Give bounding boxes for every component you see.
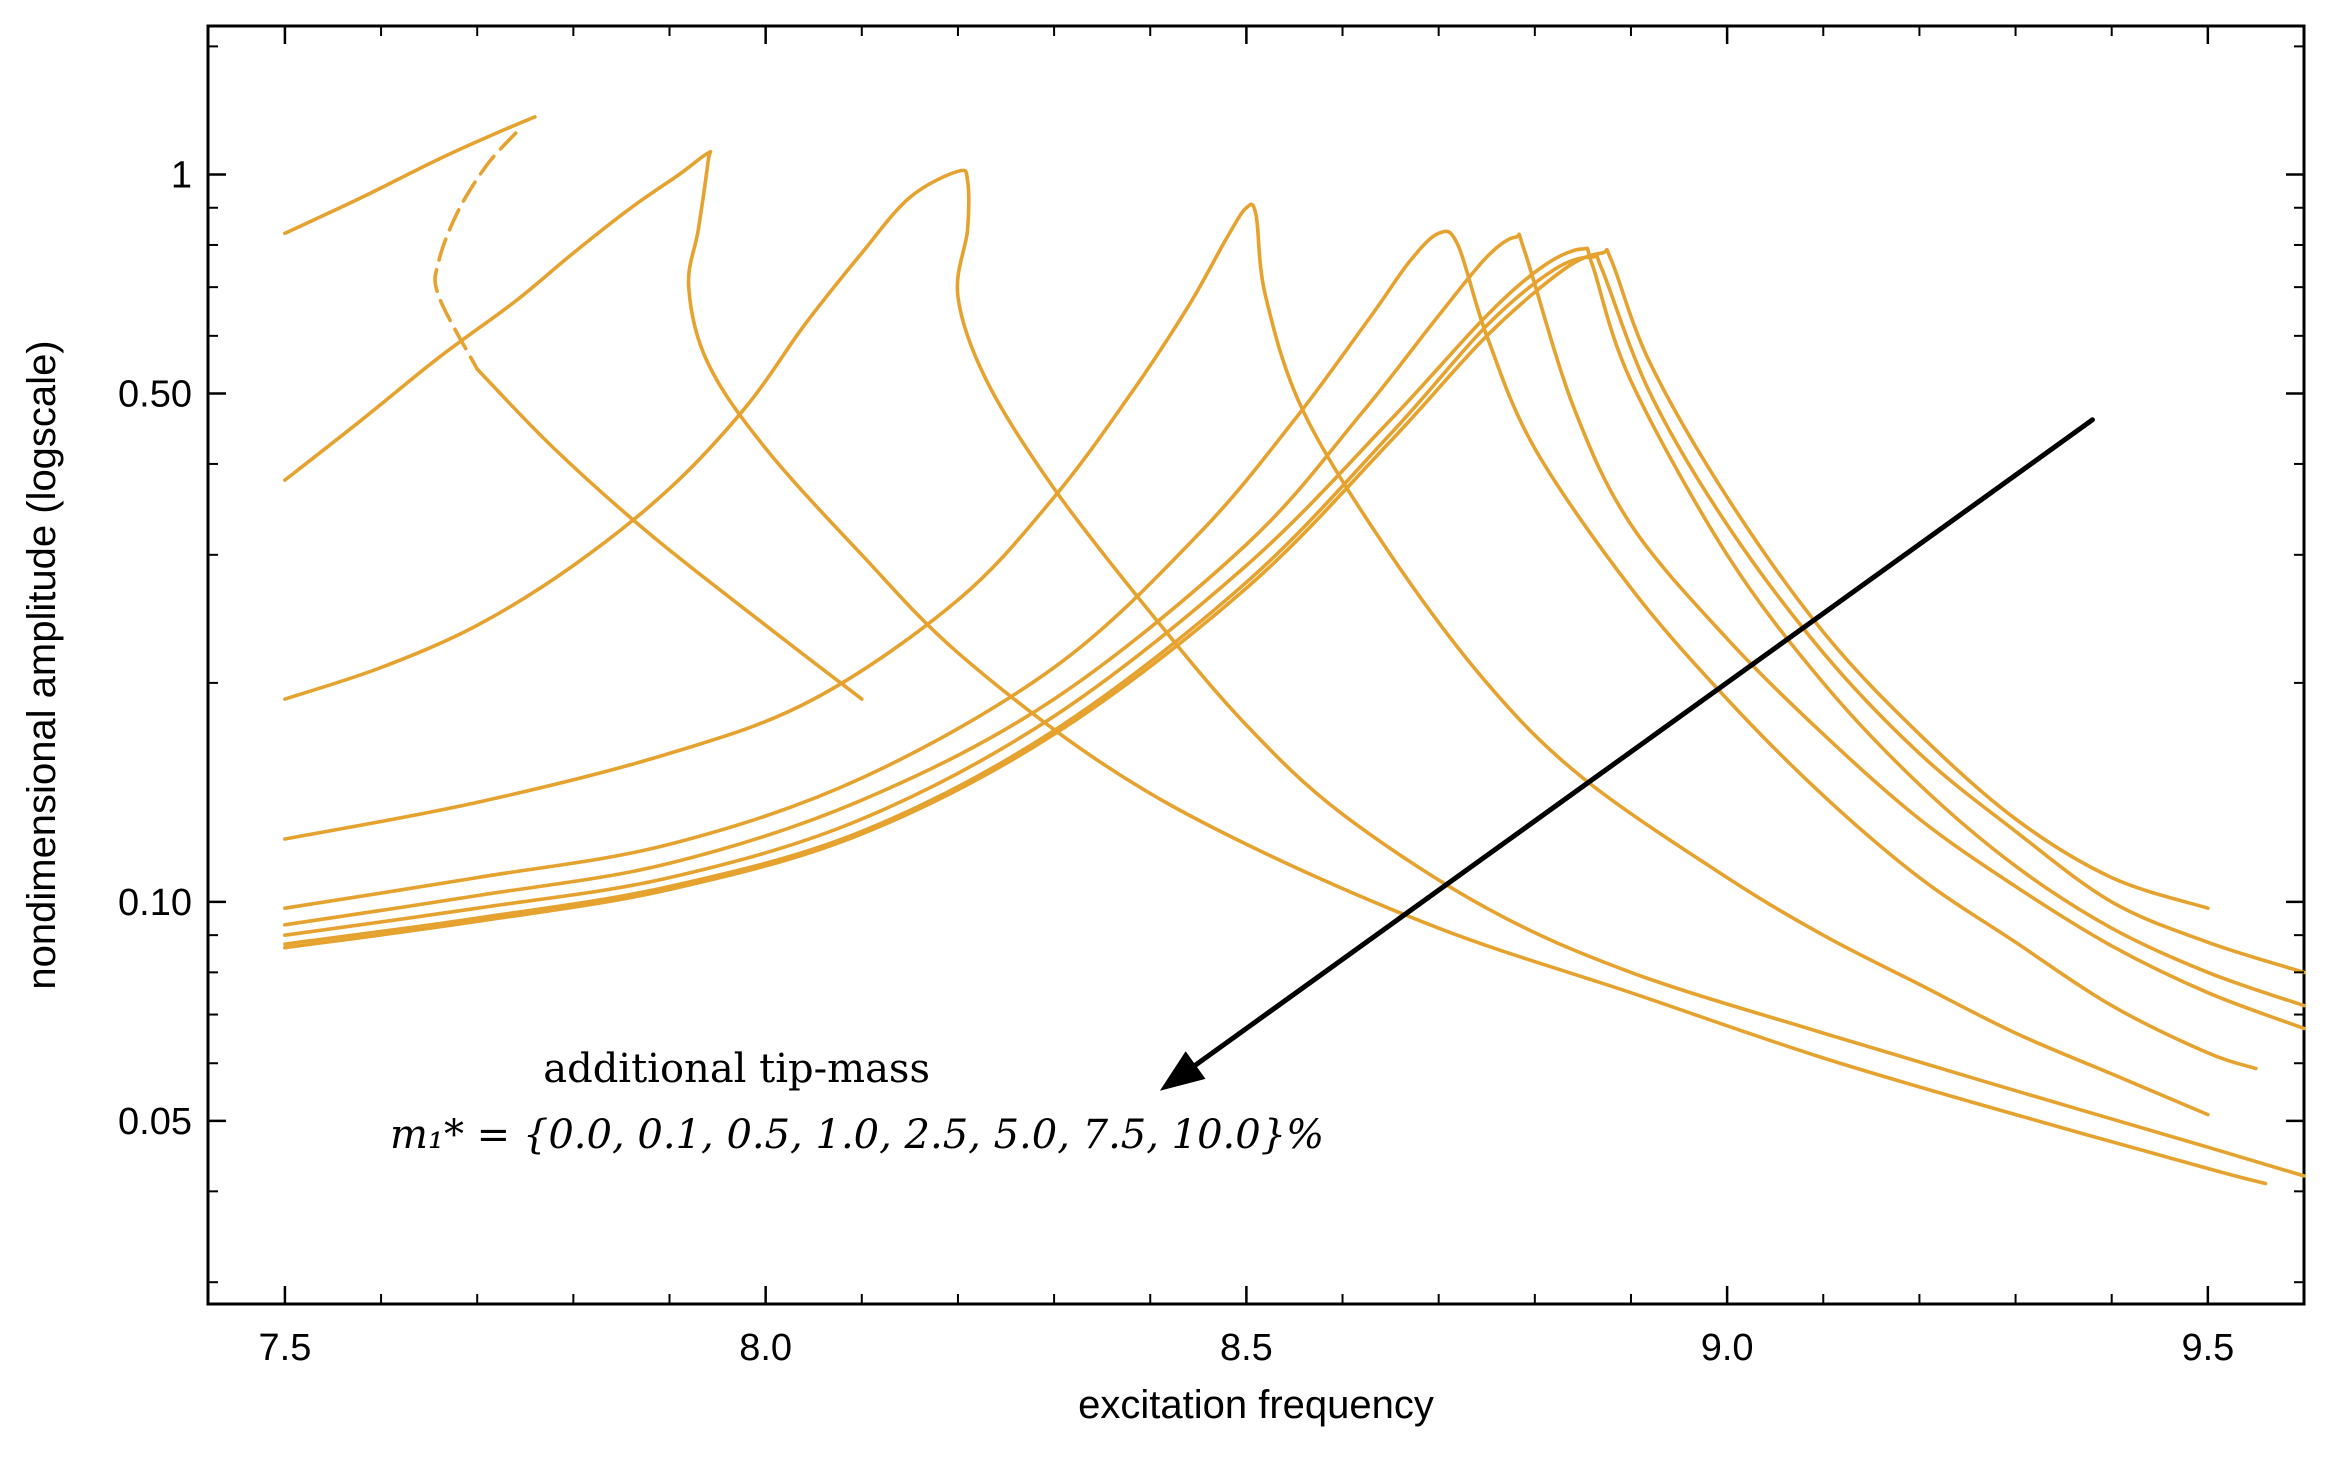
x-tick-label: 8.0 xyxy=(739,1327,792,1369)
x-axis-ticks: 7.5 8.0 8.5 9.0 9.5 xyxy=(259,26,2305,1369)
x-tick-label: 9.5 xyxy=(2181,1327,2234,1369)
annotation-line-1: additional tip-mass xyxy=(543,1046,930,1092)
y-tick-label: 1 xyxy=(171,154,192,196)
series-line-2 xyxy=(283,246,2306,1008)
series-line-6 xyxy=(283,168,2306,1178)
curves-group xyxy=(283,115,2306,1186)
extra-branch-lower-line xyxy=(475,367,864,701)
arrow-shaft xyxy=(1193,417,2095,1068)
extra-branch-upper-line xyxy=(283,115,537,236)
series-line-7 xyxy=(283,149,2268,1186)
annotation-line-2: m₁* = {0.0, 0.1, 0.5, 1.0, 2.5, 5.0, 7.5… xyxy=(390,1112,1324,1158)
extra-branch-unstable-line xyxy=(433,131,518,371)
x-tick-label: 8.5 xyxy=(1220,1327,1273,1369)
y-axis-label: nondimensional amplitude (logscale) xyxy=(20,340,64,989)
x-tick-label: 9.0 xyxy=(1701,1327,1754,1369)
x-tick-label: 7.5 xyxy=(259,1327,312,1369)
series-line-1 xyxy=(283,252,2306,975)
plot-frame xyxy=(206,24,2306,1306)
series-line-3 xyxy=(283,232,2306,1031)
y-axis-ticks: 0.05 0.10 0.50 1 xyxy=(118,45,2304,1284)
x-axis-label: excitation frequency xyxy=(1078,1383,1434,1427)
series-line-4 xyxy=(283,229,2258,1071)
y-tick-label: 0.50 xyxy=(118,373,192,415)
series-line-5 xyxy=(283,202,2210,1117)
y-tick-label: 0.10 xyxy=(118,882,192,924)
y-tick-label: 0.05 xyxy=(118,1101,192,1143)
tip-mass-arrow-group xyxy=(1159,417,2095,1091)
arrow-head xyxy=(1159,1051,1206,1091)
